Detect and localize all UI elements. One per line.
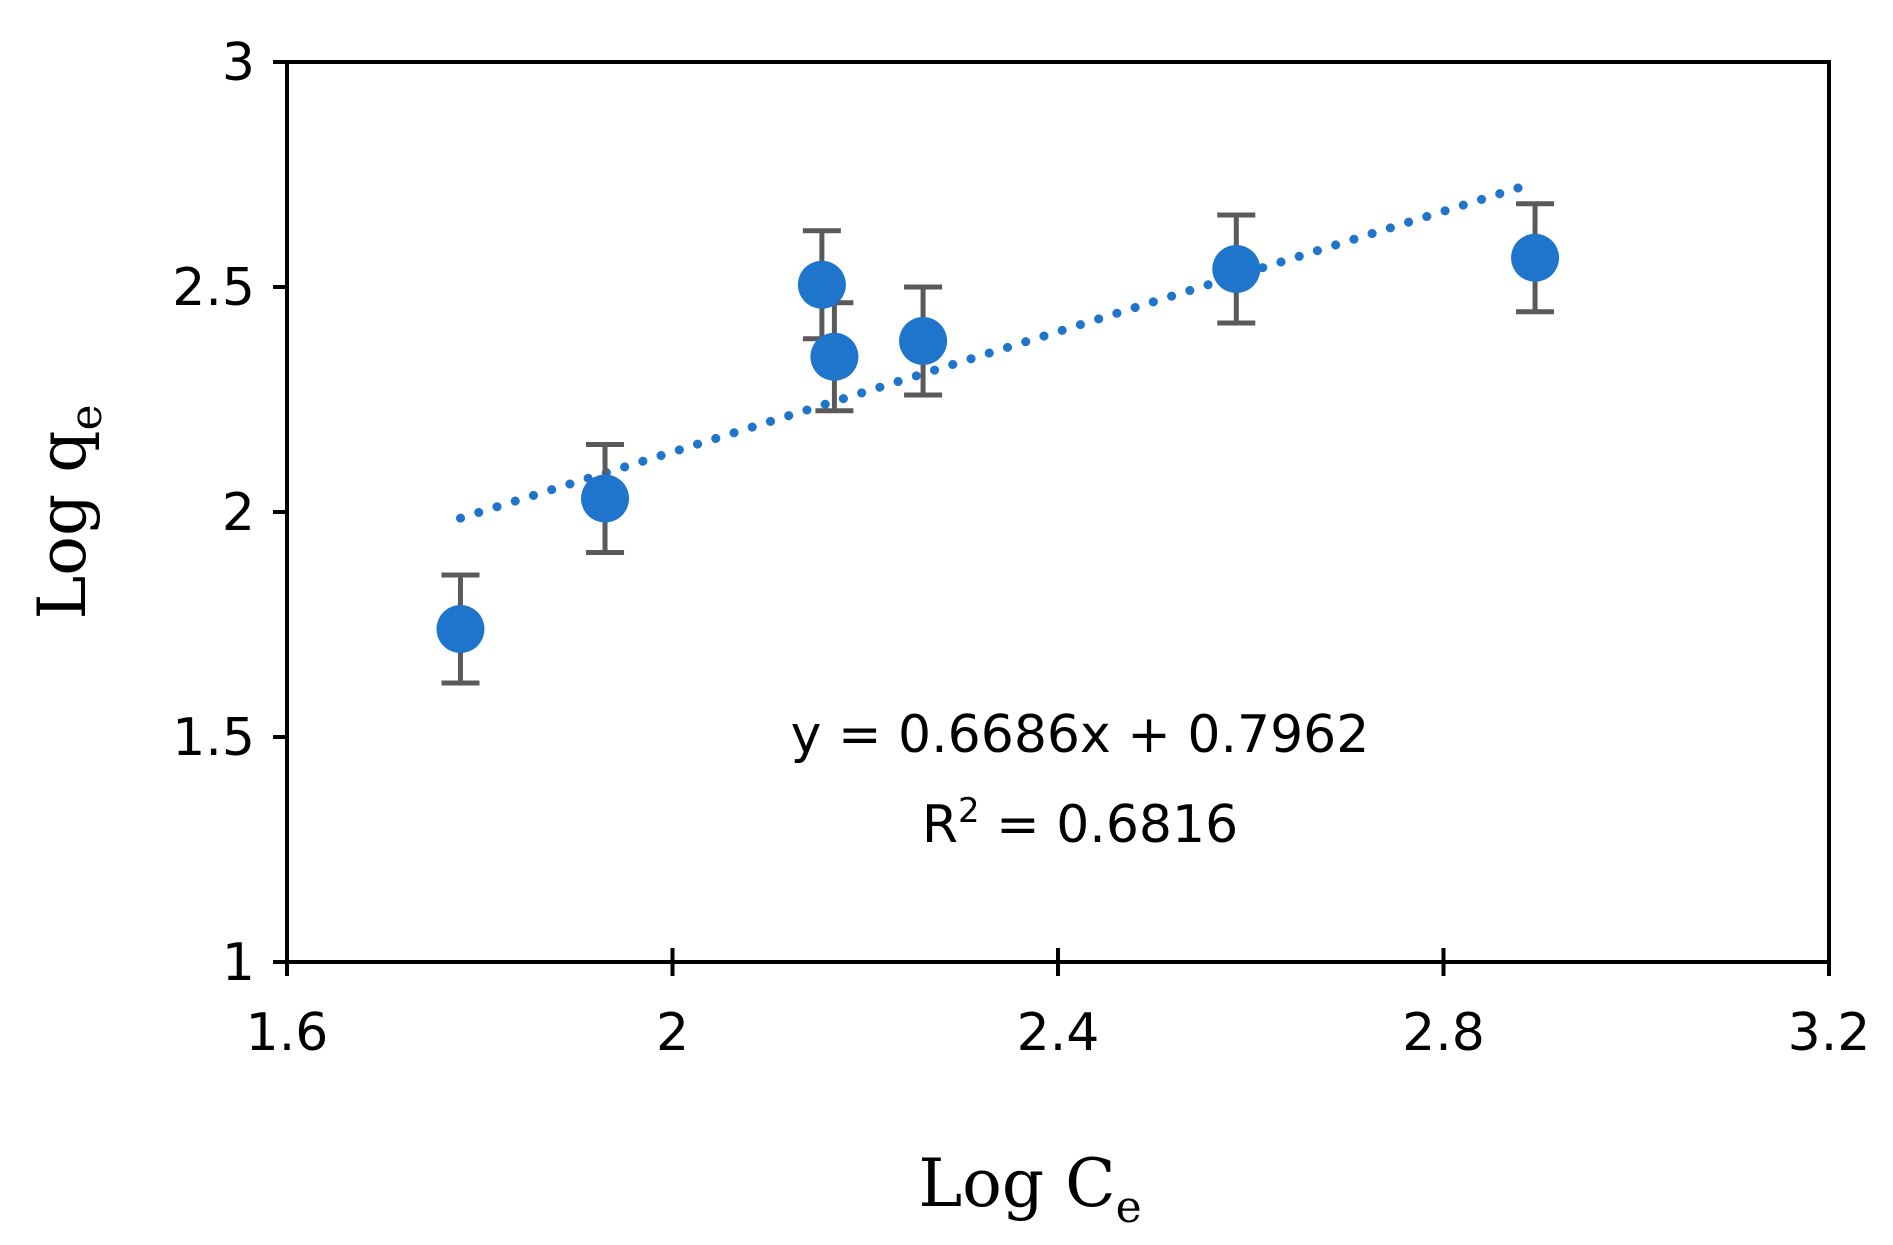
- plot-area: [285, 60, 1831, 964]
- y-tick-label: 1.5: [172, 708, 255, 768]
- y-axis: 1 1.5 2 2.5 3: [172, 33, 287, 993]
- y-tick-label: 1: [222, 933, 255, 993]
- x-tick-label: 1.6: [246, 1003, 329, 1063]
- data-point: [1212, 245, 1261, 293]
- y-tick-label: 2: [222, 483, 255, 543]
- x-axis-title: Log Ce: [918, 1145, 1141, 1233]
- y-axis-title: Log qe: [24, 404, 112, 619]
- trendline-equation: y = 0.6686x + 0.7962: [791, 705, 1370, 765]
- x-tick-label: 2.8: [1402, 1003, 1485, 1063]
- x-tick-label: 3.2: [1788, 1003, 1871, 1063]
- r-squared-label: R2 = 0.6816: [922, 791, 1238, 855]
- data-point: [581, 474, 630, 523]
- data-points: [436, 233, 1560, 653]
- x-tick-label: 2: [656, 1003, 689, 1063]
- data-point: [797, 260, 846, 309]
- data-point: [899, 317, 948, 365]
- data-point: [1511, 233, 1560, 282]
- x-tick-label: 2.4: [1017, 1003, 1100, 1063]
- trendline-path: [455, 182, 1526, 523]
- y-tick-label: 2.5: [172, 258, 255, 318]
- y-tick-label: 3: [222, 33, 255, 93]
- data-point: [436, 605, 485, 653]
- data-point: [810, 332, 859, 381]
- r-squared-superscript: 2: [958, 791, 980, 831]
- trendline: [455, 182, 1526, 523]
- x-axis: 1.6 2 2.4 2.8 3.2: [246, 948, 1871, 1063]
